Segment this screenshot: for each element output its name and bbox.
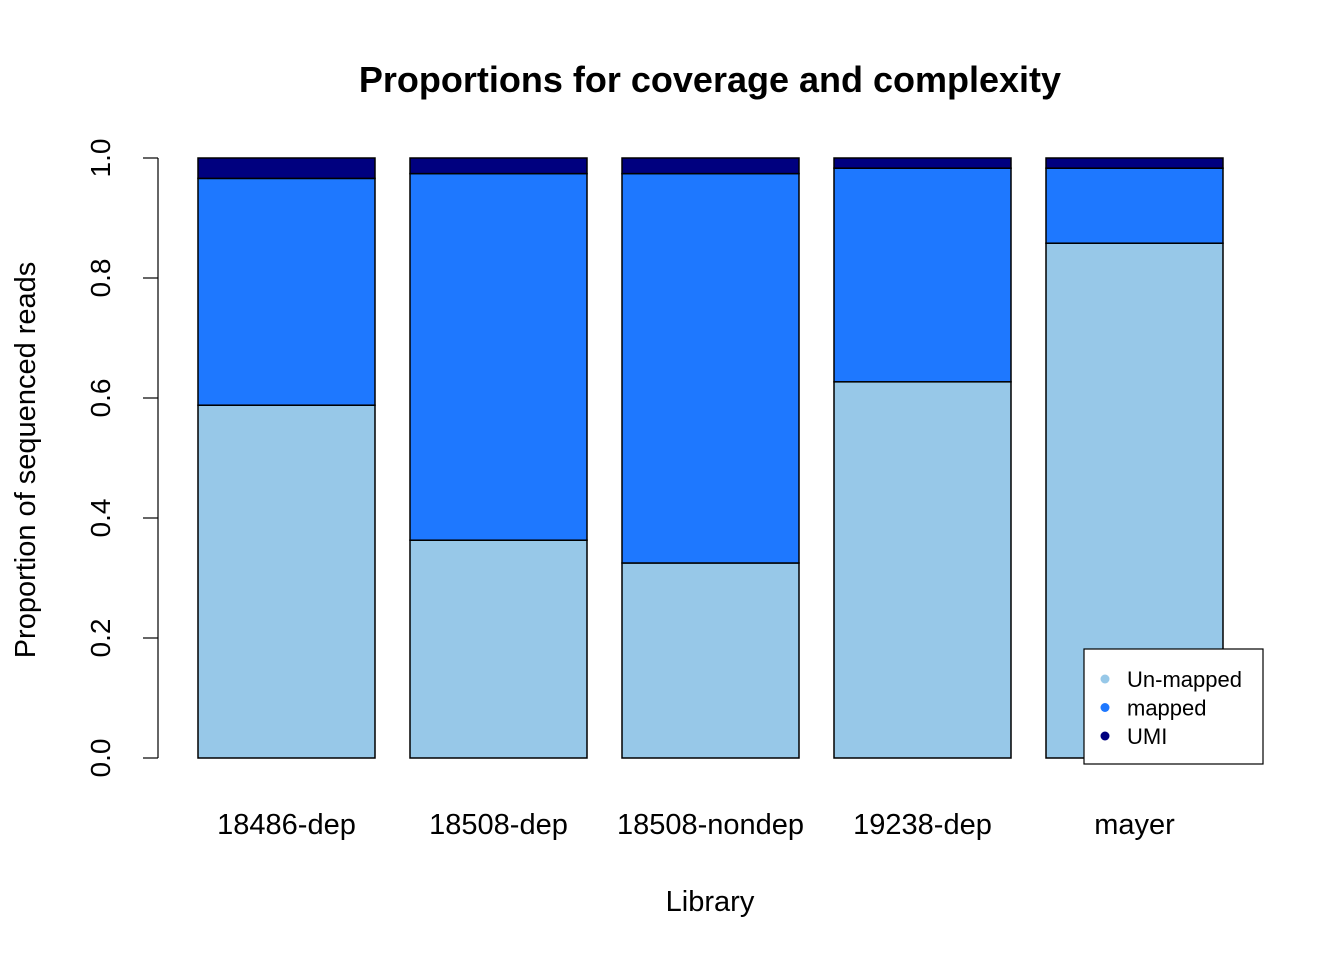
bar-2-4 xyxy=(1045,157,1224,169)
legend-label: mapped xyxy=(1127,696,1207,721)
y-tick-label: 0.6 xyxy=(85,379,116,418)
bar-2-2 xyxy=(621,157,800,175)
x-category-label: mayer xyxy=(1094,809,1175,841)
bar-1-4 xyxy=(1045,167,1224,244)
bar-1-1 xyxy=(409,172,588,541)
y-axis: 0.0 0.2 0.4 0.6 0.8 1.0 xyxy=(85,139,159,778)
bar-1-3 xyxy=(833,167,1012,383)
chart-title: Proportions for coverage and complexity xyxy=(359,59,1061,100)
bar-2-3 xyxy=(833,157,1012,169)
legend-box xyxy=(1083,648,1264,765)
y-axis-label: Proportion of sequenced reads xyxy=(10,262,42,659)
x-category-label: 19238-dep xyxy=(853,809,992,841)
y-tick-label: 0.8 xyxy=(85,259,116,298)
bar-2-1 xyxy=(409,157,588,175)
bar-0-1 xyxy=(409,539,588,759)
legend-label: UMI xyxy=(1127,724,1167,749)
x-category-label: 18486-dep xyxy=(217,809,356,841)
x-axis-label: Library xyxy=(666,886,755,918)
bar-1-2 xyxy=(621,172,800,564)
y-tick-label: 0.2 xyxy=(85,619,116,658)
bars xyxy=(197,157,1224,759)
legend-marker xyxy=(1100,731,1110,741)
x-category-label: 18508-nondep xyxy=(617,809,804,841)
bar-1-0 xyxy=(197,177,376,406)
bar-0-0 xyxy=(197,404,376,759)
legend-marker xyxy=(1100,674,1110,684)
legend-label: Un-mapped xyxy=(1127,667,1242,692)
bar-2-0 xyxy=(197,157,376,180)
legend-marker xyxy=(1100,703,1110,712)
y-tick-label: 0.4 xyxy=(85,499,116,538)
bar-0-2 xyxy=(621,562,800,759)
bar-0-3 xyxy=(833,381,1012,759)
y-tick-label: 0.0 xyxy=(85,739,116,778)
x-category-label: 18508-dep xyxy=(429,809,568,841)
y-tick-label: 1.0 xyxy=(85,139,116,178)
x-axis-category-labels: 18486-dep 18508-dep 18508-nondep 19238-dep m… xyxy=(217,809,1175,841)
legend: Un-mapped mapped UMI xyxy=(1083,648,1264,765)
